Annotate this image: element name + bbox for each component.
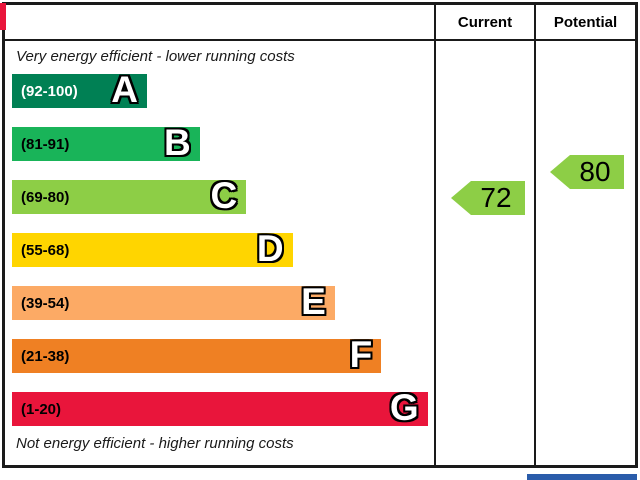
header-potential: Potential — [534, 5, 635, 41]
band-f-letter: F — [349, 334, 373, 376]
header-current: Current — [434, 5, 534, 41]
band-e: (39-54) E — [12, 281, 335, 323]
band-d-letter: D — [256, 228, 284, 270]
rating-bars: (92-100) A (81-91) B (69-80) C (55-68) D… — [12, 69, 434, 429]
band-e-range: (39-54) — [21, 294, 70, 312]
potential-rating-arrow: 80 — [550, 155, 624, 189]
band-d: (55-68) D — [12, 228, 293, 270]
band-a-letter: A — [111, 69, 139, 111]
header-spacer — [5, 5, 434, 41]
band-g-letter: G — [389, 387, 419, 429]
band-e-letter: E — [301, 281, 326, 323]
band-d-range: (55-68) — [21, 241, 70, 259]
bottom-blue-strip — [527, 474, 637, 480]
chart-area: Very energy efficient - lower running co… — [5, 41, 434, 465]
current-rating-value: 72 — [480, 182, 512, 213]
potential-rating-value: 80 — [579, 156, 611, 187]
band-g-range: (1-20) — [21, 400, 62, 418]
caption-bottom: Not energy efficient - higher running co… — [16, 435, 294, 452]
epc-rating-chart: Current Potential Very energy efficient … — [2, 2, 638, 468]
current-column: 72 — [434, 41, 534, 465]
band-c-range: (69-80) — [21, 188, 70, 206]
band-b-letter: B — [164, 122, 191, 164]
band-a: (92-100) A — [12, 69, 148, 111]
band-g: (1-20) G — [12, 387, 428, 429]
band-f: (21-38) F — [12, 334, 382, 376]
band-b-range: (81-91) — [21, 135, 70, 153]
band-b: (81-91) B — [12, 122, 200, 164]
caption-top: Very energy efficient - lower running co… — [16, 48, 295, 65]
top-left-red-sliver — [0, 3, 6, 30]
potential-column: 80 — [534, 41, 635, 465]
band-c-letter: C — [210, 175, 238, 217]
band-c: (69-80) C — [12, 175, 247, 217]
band-a-range: (92-100) — [21, 82, 78, 100]
current-rating-arrow: 72 — [451, 181, 525, 215]
band-f-range: (21-38) — [21, 347, 70, 365]
